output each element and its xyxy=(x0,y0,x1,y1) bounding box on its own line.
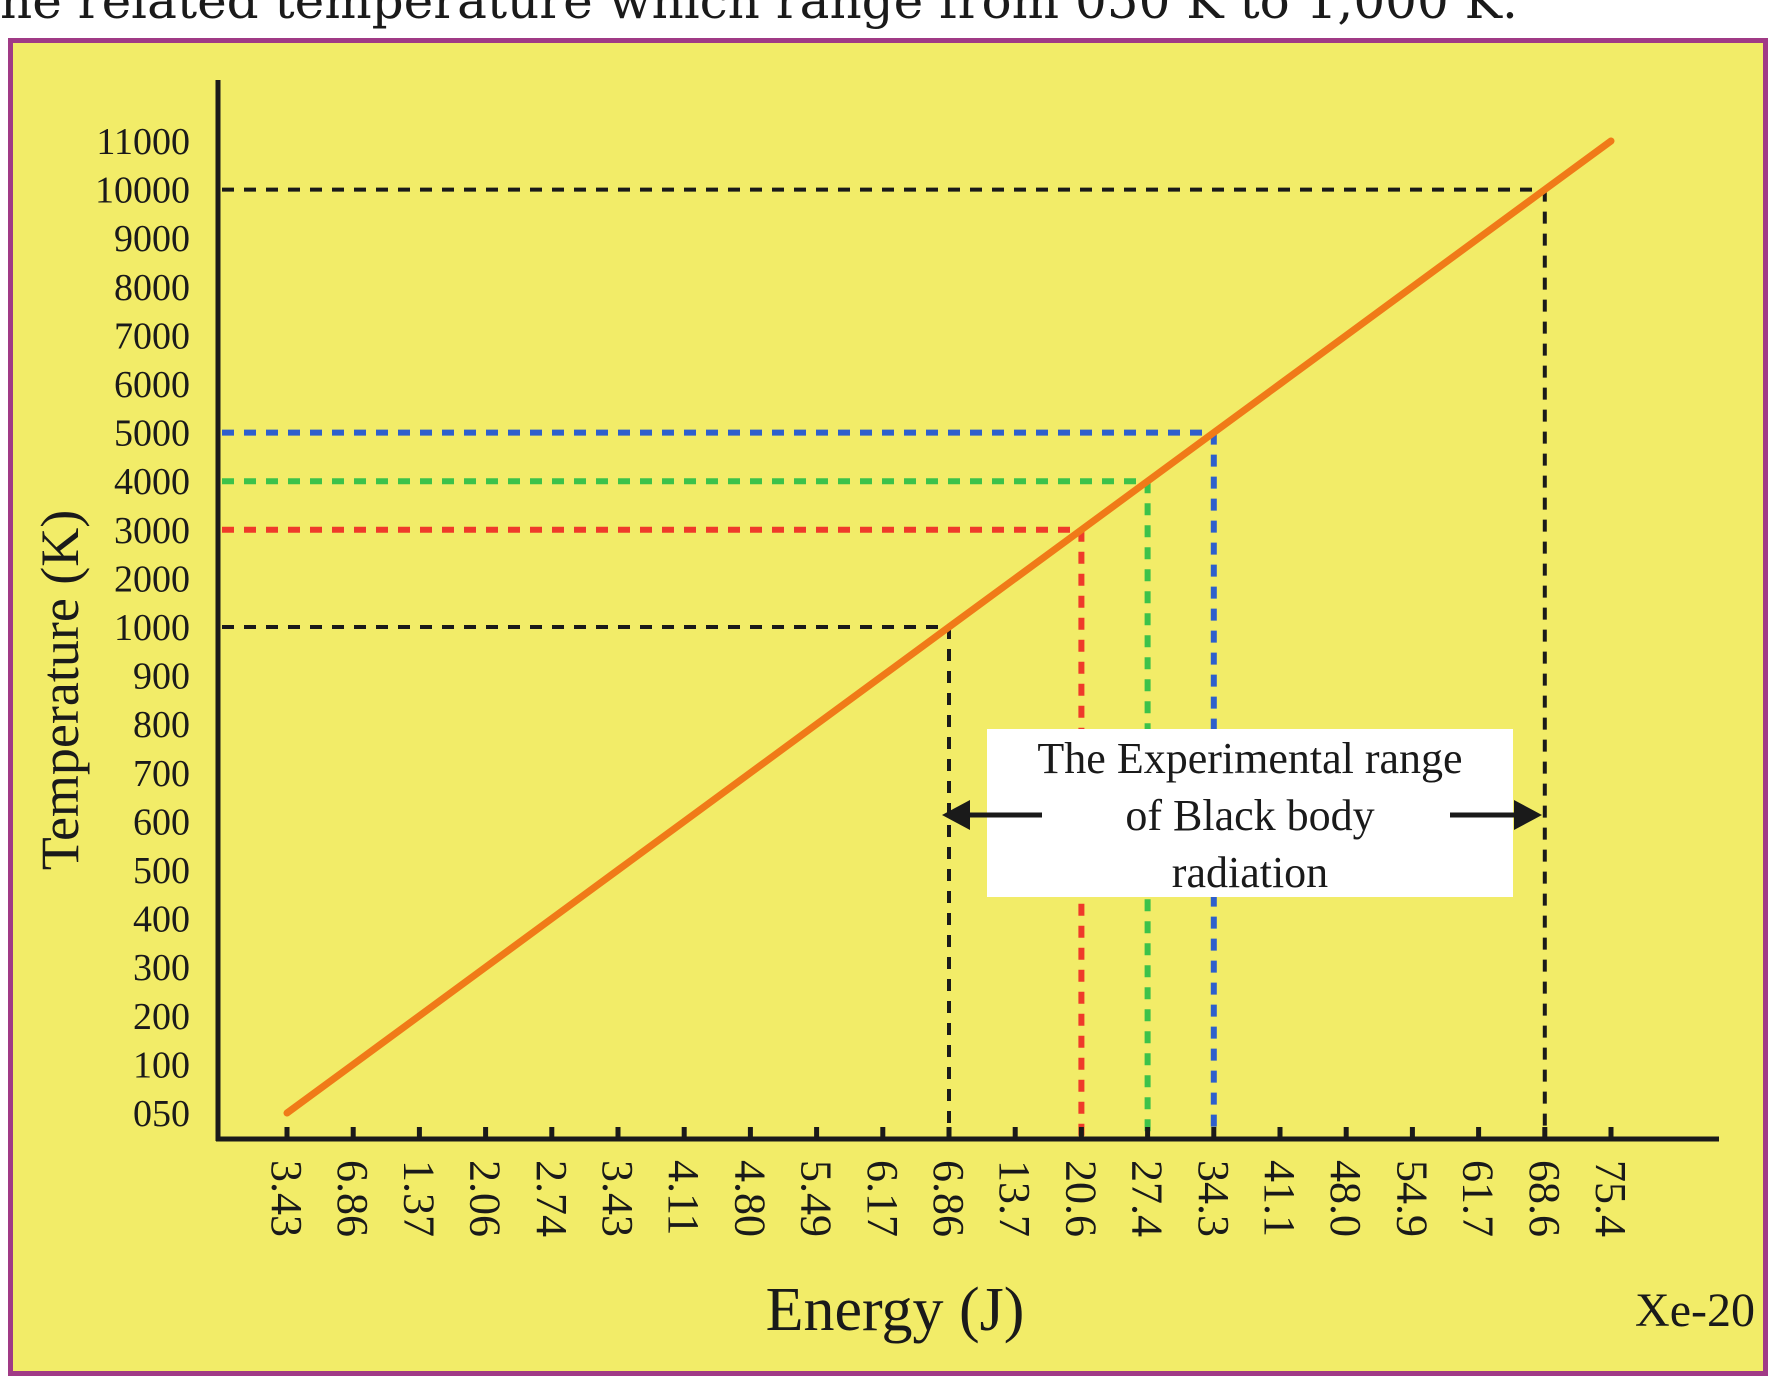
x-tick-label: 48.0 xyxy=(1321,1160,1370,1237)
x-unit-note: Xe-20 xyxy=(1635,1284,1755,1337)
x-tick-label: 3.43 xyxy=(593,1160,642,1237)
y-tick-label: 7000 xyxy=(114,315,190,357)
annotation-line-2: of Black body xyxy=(1125,791,1374,840)
reference-lines-layer xyxy=(222,187,1547,1136)
x-tick-label: 68.6 xyxy=(1520,1160,1569,1237)
y-tick-label: 2000 xyxy=(114,558,190,600)
y-tick-label: 4000 xyxy=(114,461,190,503)
left-arrow xyxy=(942,800,1042,830)
x-tick-label: 6.86 xyxy=(328,1160,377,1237)
annotation-box xyxy=(987,729,1513,897)
x-tick-label: 13.7 xyxy=(990,1160,1039,1237)
x-tick-label: 2.74 xyxy=(527,1160,576,1237)
annotation-line-3: radiation xyxy=(1172,848,1328,897)
right-arrow xyxy=(1450,800,1542,830)
y-tick-label: 300 xyxy=(133,947,190,989)
x-tick-label: 1.37 xyxy=(394,1160,443,1237)
y-tick-label: 200 xyxy=(133,996,190,1038)
y-tick-label: 6000 xyxy=(114,364,190,406)
y-axis-title: Temperature (K) xyxy=(30,510,90,871)
x-tick-label: 20.6 xyxy=(1056,1160,1105,1237)
x-tick-label: 54.9 xyxy=(1387,1160,1436,1237)
y-tick-label: 5000 xyxy=(114,413,190,455)
x-tick-label: 75.4 xyxy=(1586,1160,1635,1237)
y-tick-label: 100 xyxy=(133,1044,190,1086)
y-tick-label: 8000 xyxy=(114,267,190,309)
x-tick-label: 5.49 xyxy=(792,1160,841,1237)
y-tick-label: 9000 xyxy=(114,218,190,260)
y-tick-label: 400 xyxy=(133,899,190,941)
x-tick-label: 34.3 xyxy=(1189,1160,1238,1237)
y-tick-label: 900 xyxy=(133,656,190,698)
y-tick-label: 3000 xyxy=(114,510,190,552)
x-tick-label: 41.1 xyxy=(1255,1160,1304,1237)
y-tick-label: 1000 xyxy=(114,607,190,649)
chart-frame xyxy=(8,38,1768,1376)
ticks-layer: 050 100 200 300 400 500 600 700 800 900 1000 2000 30… xyxy=(95,121,1635,1237)
annotation-line-1: The Experimental range xyxy=(1037,734,1462,783)
x-tick-label: 4.11 xyxy=(659,1160,708,1235)
x-tick-label: 61.7 xyxy=(1454,1160,1503,1237)
series-layer xyxy=(283,137,1615,1117)
x-tick-label: 4.80 xyxy=(725,1160,774,1237)
x-tick-label: 6.17 xyxy=(858,1160,907,1237)
y-tick-label: 600 xyxy=(133,801,190,843)
x-tick-label: 3.43 xyxy=(262,1160,311,1237)
y-tick-label: 050 xyxy=(133,1093,190,1135)
x-tick-label: 27.4 xyxy=(1123,1160,1172,1237)
y-tick-label: 800 xyxy=(133,704,190,746)
series-line xyxy=(283,137,1615,1117)
x-axis-title: Energy (J) xyxy=(766,1276,1025,1344)
y-tick-label: 700 xyxy=(133,753,190,795)
header-text: he related temperature which range from … xyxy=(0,0,1518,30)
x-tick-label: 2.06 xyxy=(461,1160,510,1237)
x-tick-label: 6.86 xyxy=(924,1160,973,1237)
y-tick-label: 11000 xyxy=(96,121,190,163)
y-tick-label: 500 xyxy=(133,850,190,892)
y-tick-label: 10000 xyxy=(95,170,190,212)
